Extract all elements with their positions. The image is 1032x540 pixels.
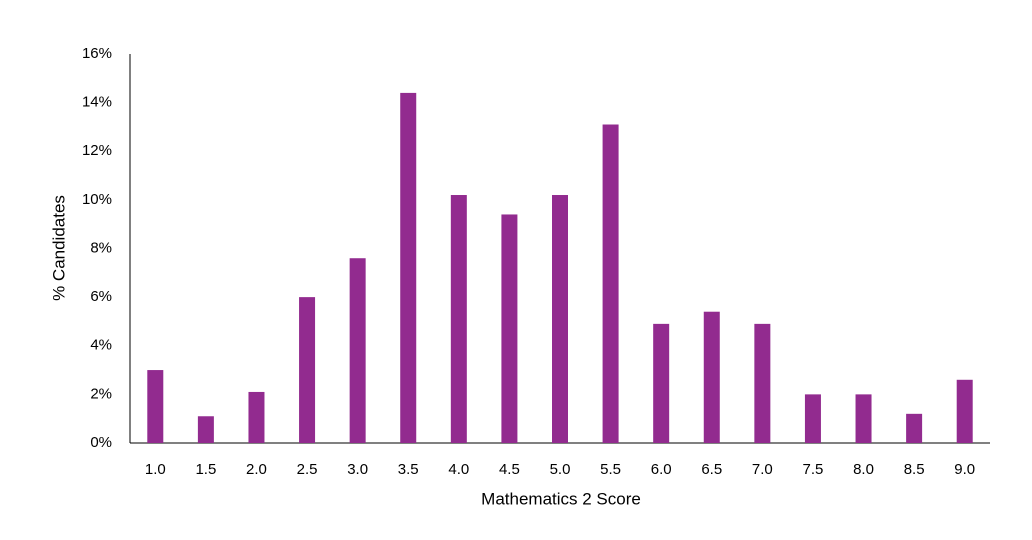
bar	[299, 297, 316, 443]
x-tick-label: 1.0	[145, 461, 166, 478]
bar	[400, 92, 417, 444]
y-axis-title: % Candidates	[49, 195, 68, 301]
bar	[703, 311, 720, 443]
bar	[248, 391, 265, 443]
x-tick-label: 5.5	[600, 461, 621, 478]
y-tick-label: 8%	[90, 239, 112, 256]
bar	[552, 195, 568, 443]
y-tick-label: 2%	[90, 385, 112, 402]
bar	[602, 124, 619, 443]
x-tick-label: 1.5	[195, 461, 216, 478]
x-tick-label: 4.5	[499, 461, 520, 478]
x-tick-label: 2.0	[246, 461, 267, 478]
x-tick-label: 7.0	[752, 461, 773, 478]
y-tick-label: 6%	[90, 288, 112, 305]
bar	[197, 416, 214, 443]
y-tick-label: 0%	[90, 434, 112, 451]
x-tick-label: 9.0	[954, 461, 975, 478]
y-tick-label: 12%	[82, 142, 112, 159]
bar	[855, 394, 872, 443]
x-tick-label: 3.0	[347, 461, 368, 478]
x-tick-label: 8.0	[853, 461, 874, 478]
y-tick-label: 4%	[90, 337, 112, 354]
y-tick-label: 14%	[82, 94, 112, 111]
bar	[956, 379, 973, 443]
x-tick-label: 7.5	[803, 461, 824, 478]
x-tick-label: 6.0	[651, 461, 672, 478]
y-tick-label: 10%	[82, 191, 112, 208]
x-tick-label: 8.5	[904, 461, 925, 478]
x-tick-label: 5.0	[550, 461, 571, 478]
x-axis-title: Mathematics 2 Score	[481, 489, 641, 508]
bar	[653, 323, 670, 443]
y-tick-label: 16%	[82, 45, 112, 62]
bar	[349, 258, 366, 443]
bar	[906, 413, 923, 443]
x-tick-label: 2.5	[297, 461, 318, 478]
x-tick-label: 6.5	[701, 461, 722, 478]
bar	[501, 214, 518, 443]
x-tick-label: 4.0	[448, 461, 469, 478]
bar	[804, 394, 821, 443]
bar	[754, 323, 771, 443]
bar	[450, 195, 467, 443]
bar	[147, 370, 164, 443]
x-tick-label: 3.5	[398, 461, 419, 478]
